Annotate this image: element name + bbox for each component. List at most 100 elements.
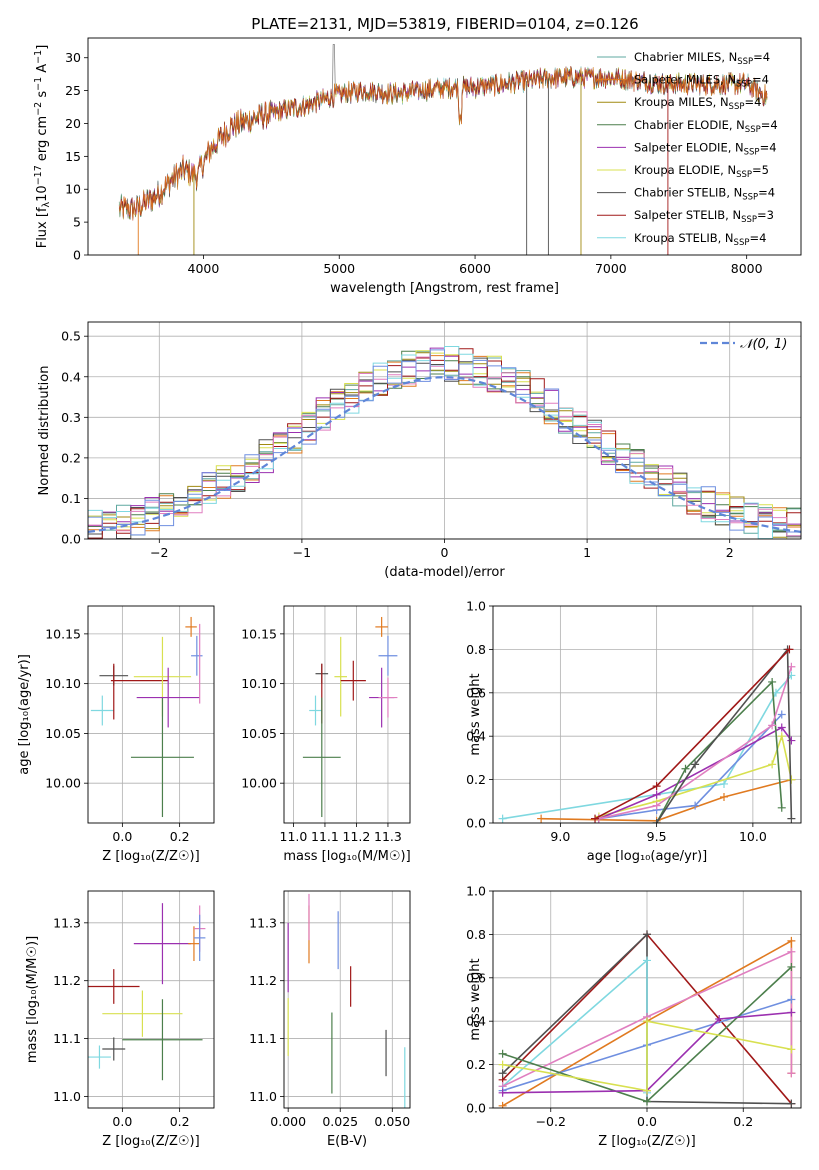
plot-area — [493, 891, 801, 1108]
legend-label: Chabrier MILES, NSSP=4 — [634, 50, 770, 67]
weight-line-krou_stelib — [502, 674, 792, 820]
x-axis-label: Z [log₁₀(Z/Z☉)] — [102, 849, 199, 864]
plot-area — [88, 322, 801, 539]
weight-marker — [787, 1099, 796, 1108]
weight-marker — [768, 760, 777, 769]
x-tick-label: 2 — [726, 545, 734, 560]
y-tick-label: 1.0 — [466, 599, 486, 614]
weight-marker — [720, 792, 728, 801]
y-tick-label: 25 — [65, 83, 81, 98]
y-axis-label: mass weight — [468, 958, 483, 1040]
spectrum-line-salp_miles — [118, 66, 768, 221]
panel-mass_vs_Z: 0.0 0.2 11.0 11.1 11.2 11.3 Z [log₁₀(Z/Z☉)] mas… — [25, 890, 215, 1149]
weight-line-krou_elodie — [502, 1020, 792, 1092]
weight-marker — [787, 736, 796, 745]
axes-frame — [87, 890, 215, 1109]
weight-marker — [768, 721, 777, 730]
weight-marker — [498, 1088, 507, 1097]
y-axis-label: Normed distribution — [37, 366, 52, 496]
x-axis-label: E(B-V) — [327, 1134, 367, 1149]
y-tick-label: 0.6 — [466, 970, 486, 985]
panel-mass_vs_ebv: 0.000 0.025 0.050 11.0 11.1 11.2 11.3 E(B-V) — [249, 890, 411, 1149]
axes-frame — [87, 605, 215, 824]
figure-title: PLATE=2131, MJD=53819, FIBERID=0104, z=0… — [251, 15, 638, 33]
weight-marker — [715, 1015, 724, 1024]
weight-line-chab_stelib — [655, 647, 793, 823]
x-tick-label: 1 — [583, 545, 591, 560]
axes-frame — [492, 605, 802, 824]
x-tick-label: 11.2 — [343, 829, 371, 844]
y-tick-label: 0.0 — [466, 816, 486, 831]
y-tick-label: 0.2 — [466, 772, 486, 787]
weight-marker — [643, 1086, 651, 1095]
weight-marker — [777, 803, 786, 812]
x-tick-label: 5000 — [323, 261, 355, 276]
x-tick-label: 0.0 — [112, 1114, 132, 1129]
weight-marker — [498, 1049, 507, 1058]
x-tick-label: 0.025 — [322, 1114, 358, 1129]
legend-label: Chabrier STELIB, NSSP=4 — [634, 186, 775, 203]
y-tick-label: 10.00 — [241, 776, 277, 791]
y-tick-label: 11.0 — [249, 1089, 277, 1104]
x-tick-label: 0.050 — [374, 1114, 410, 1129]
x-tick-label: 11.0 — [280, 829, 308, 844]
weight-marker — [591, 814, 600, 823]
x-tick-label: 10.0 — [739, 829, 767, 844]
y-tick-label: 0.4 — [466, 1014, 486, 1029]
x-tick-label: 0.2 — [733, 1114, 753, 1129]
panel-residuals: −2 −1 0 1 2 0.0 0.1 0.2 0.3 0.4 0.5 (data-model)/er… — [37, 321, 802, 580]
weight-marker — [785, 645, 794, 654]
x-tick-label: 0.000 — [270, 1114, 306, 1129]
y-tick-label: 10.10 — [45, 676, 81, 691]
x-tick-label: 6000 — [459, 261, 491, 276]
x-tick-label: 0.0 — [112, 829, 132, 844]
weight-marker — [787, 1008, 796, 1017]
y-axis-label: age [log₁₀(age/yr)] — [17, 654, 32, 775]
y-tick-label: 11.2 — [53, 973, 81, 988]
y-tick-label: 15 — [65, 149, 81, 164]
x-tick-label: 0 — [441, 545, 449, 560]
panel-weight_vs_age: 9.0 9.5 10.0 0.0 0.2 0.4 0.6 0.8 1.0 age [log₁₀(a… — [466, 599, 802, 864]
weight-marker — [787, 995, 796, 1004]
weight-marker — [643, 1097, 651, 1106]
weight-marker — [787, 936, 796, 945]
x-tick-label: −0.2 — [536, 1114, 566, 1129]
y-tick-label: 0 — [73, 248, 81, 263]
weight-marker — [652, 790, 661, 799]
axes-frame — [283, 605, 411, 824]
weight-marker — [777, 710, 786, 719]
weight-marker — [720, 779, 728, 788]
y-tick-label: 10 — [65, 182, 81, 197]
x-tick-label: 0.0 — [637, 1114, 657, 1129]
x-tick-label: 8000 — [731, 261, 763, 276]
legend-label: Chabrier ELODIE, NSSP=4 — [634, 118, 778, 135]
weight-marker — [768, 677, 777, 686]
legend-label: Kroupa MILES, NSSP=4 — [634, 95, 761, 112]
y-tick-label: 0.8 — [466, 927, 486, 942]
panel-spectrum: 4000 5000 6000 7000 8000 0 5 10 15 20 25 30 waveleng… — [33, 37, 802, 296]
y-tick-label: 0.4 — [61, 369, 81, 384]
y-tick-label: 20 — [65, 116, 81, 131]
x-axis-label: wavelength [Angstrom, rest frame] — [330, 281, 559, 296]
plot-area — [493, 606, 801, 823]
y-tick-label: 0.8 — [466, 642, 486, 657]
normal-curve — [88, 376, 801, 533]
weight-marker — [681, 764, 690, 773]
weight-marker — [691, 760, 700, 769]
weight-marker — [787, 962, 796, 971]
y-tick-label: 0.5 — [61, 329, 81, 344]
weight-marker — [643, 1017, 651, 1026]
y-tick-label: 10.15 — [241, 626, 277, 641]
weight-marker — [652, 819, 661, 823]
x-tick-label: 11.3 — [374, 829, 402, 844]
x-tick-label: 7000 — [595, 261, 627, 276]
x-axis-label: (data-model)/error — [384, 565, 505, 580]
weight-marker — [787, 662, 796, 671]
y-tick-label: 10.15 — [45, 626, 81, 641]
x-axis-label: Z [log₁₀(Z/Z☉)] — [598, 1134, 695, 1149]
y-tick-label: 11.1 — [249, 1031, 277, 1046]
x-axis-label: Z [log₁₀(Z/Z☉)] — [102, 1134, 199, 1149]
y-tick-label: 10.10 — [241, 676, 277, 691]
y-tick-label: 0.4 — [466, 729, 486, 744]
weight-marker — [652, 782, 661, 791]
